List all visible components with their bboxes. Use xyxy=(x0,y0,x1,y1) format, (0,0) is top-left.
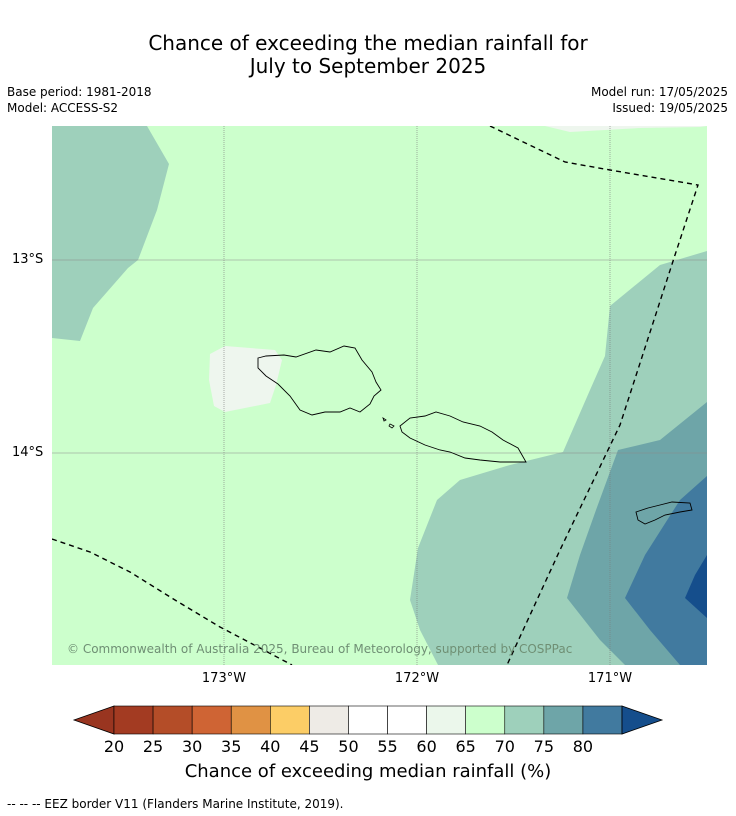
issued-text: Issued: 19/05/2025 xyxy=(612,101,728,115)
copyright-text: © Commonwealth of Australia 2025, Bureau… xyxy=(67,642,573,656)
colorbar-tick-label: 65 xyxy=(455,737,476,756)
colorbar-label: Chance of exceeding median rainfall (%) xyxy=(184,761,552,782)
eez-border-southwest xyxy=(52,538,293,665)
model-run-text: Model run: 17/05/2025 xyxy=(590,85,728,99)
model-text: Model: ACCESS-S2 xyxy=(7,101,119,115)
colorbar-segment xyxy=(191,705,232,735)
chart-title-line2: July to September 2025 xyxy=(249,54,487,78)
colorbar-tick-label: 45 xyxy=(299,737,320,756)
colorbar-segment xyxy=(113,705,154,735)
colorbar xyxy=(72,705,664,735)
colorbar-segment xyxy=(309,705,349,735)
lon-label-173w: 173°W xyxy=(201,671,247,686)
lat-gridlines xyxy=(52,259,707,454)
colorbar-tick-label: 40 xyxy=(260,737,281,756)
colorbar-segment xyxy=(582,705,623,735)
eez-border-east xyxy=(489,126,699,665)
colorbar-tick-label: 30 xyxy=(181,737,203,756)
colorbar-segment xyxy=(230,705,271,735)
colorbar-tick-label: 75 xyxy=(533,737,555,756)
colorbar-segment xyxy=(543,705,584,735)
colorbar-segment xyxy=(270,705,310,735)
region-50-60-north xyxy=(545,126,707,132)
region-75-80 xyxy=(625,476,707,665)
eez-footnote: -- -- -- EEZ border V11 (Flanders Marine… xyxy=(7,797,344,811)
chart-title-line1: Chance of exceeding the median rainfall … xyxy=(148,31,588,55)
colorbar-over-arrow xyxy=(621,705,664,735)
island-tutuila xyxy=(635,501,693,525)
lat-label-13s: 13°S xyxy=(12,252,44,267)
meta-right: Model run: 17/05/2025 Issued: 19/05/2025 xyxy=(591,84,728,116)
region-50-60-savaii xyxy=(209,346,282,412)
region-65-70-northwest xyxy=(52,126,169,341)
colorbar-tick-label: 35 xyxy=(221,737,242,756)
region-80-plus xyxy=(685,555,707,618)
colorbar-tick-label: 80 xyxy=(572,737,594,756)
lon-label-172w: 172°W xyxy=(394,671,440,686)
colorbar-tick-label: 20 xyxy=(103,737,125,756)
map-area xyxy=(52,126,707,665)
meta-left: Base period: 1981-2018 Model: ACCESS-S2 xyxy=(7,84,152,116)
island-savaii xyxy=(257,345,382,416)
island-upolu xyxy=(399,411,527,463)
base-period-text: Base period: 1981-2018 xyxy=(7,85,152,99)
colorbar-tick-label: 55 xyxy=(377,737,398,756)
colorbar-tick-label: 50 xyxy=(338,737,359,756)
colorbar-tick-label: 70 xyxy=(494,737,515,756)
colorbar-tick-label: 25 xyxy=(142,737,164,756)
colorbar-segment xyxy=(504,705,545,735)
colorbar-segment xyxy=(348,705,388,735)
colorbar-segment xyxy=(152,705,193,735)
colorbar-segment xyxy=(426,705,466,735)
colorbar-segment xyxy=(387,705,427,735)
island-apolima xyxy=(388,423,395,429)
colorbar-tick-label: 60 xyxy=(416,737,437,756)
colorbar-under-arrow xyxy=(72,705,115,735)
lon-label-171w: 171°W xyxy=(587,671,633,686)
colorbar-segment xyxy=(465,705,506,735)
island-manono xyxy=(382,417,387,422)
lat-label-14s: 14°S xyxy=(12,445,44,460)
